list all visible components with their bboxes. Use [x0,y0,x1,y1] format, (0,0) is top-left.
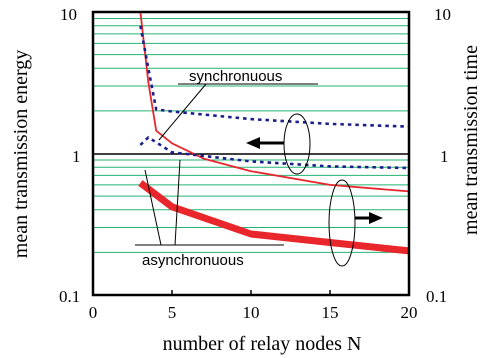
asynchronuous-leader-line-1 [144,169,162,246]
x-axis-ticks [171,290,331,295]
y-tick-right-10: 10 [434,5,451,24]
x-axis-label: number of relay nodes N [163,333,362,355]
y-tick-left-1: 1 [72,147,81,166]
time-arrow-head [246,137,260,149]
energy-series-ellipse [328,179,356,267]
asynchronuous-leader-line-2 [174,159,181,246]
synchronuous-leader-line [158,83,207,141]
y-axis-label-right: mean transmission time [460,45,482,235]
x-tick-5: 5 [168,303,177,322]
y-tick-right-1: 1 [440,147,449,166]
x-tick-20: 20 [401,303,418,322]
series-line-2 [138,180,410,255]
x-tick-10: 10 [243,303,260,322]
tick-labels: 10 1 0.1 10 1 0.1 0 5 10 15 20 [59,5,451,322]
x-tick-0: 0 [89,303,98,322]
y-tick-right-0.1: 0.1 [426,287,447,306]
annotation-labels: synchronuous asynchronuous [142,68,282,269]
series-layer [138,11,410,255]
asynchronuous-label: asynchronuous [142,252,244,269]
x-tick-15: 15 [322,303,339,322]
synchronuous-label: synchronuous [189,68,282,85]
annotation-marks [135,83,383,267]
series-line-1 [139,11,410,193]
energy-arrow-head [369,212,383,224]
y-tick-left-10: 10 [60,5,77,24]
y-tick-left-0.1: 0.1 [59,287,80,306]
y-axis-label-left: mean transmission energy [10,50,32,258]
series-line-4 [139,136,410,170]
